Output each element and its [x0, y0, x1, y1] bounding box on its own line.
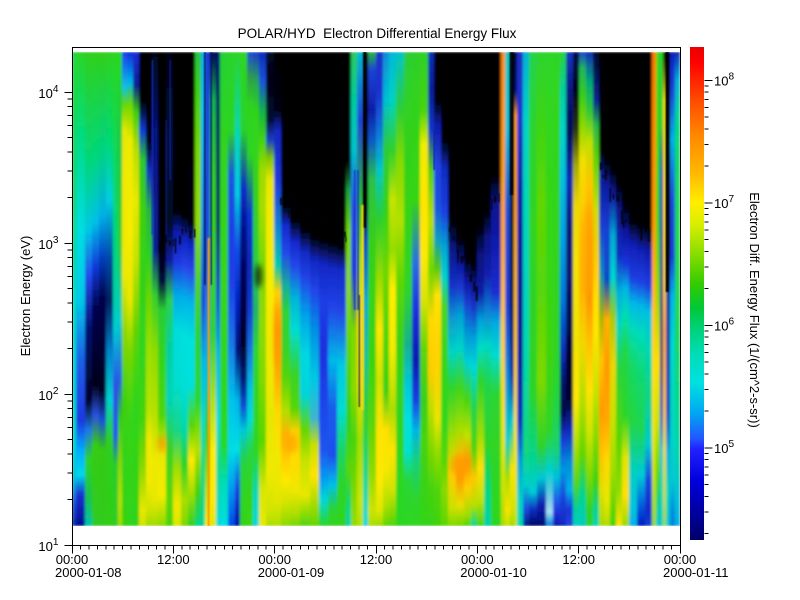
- svg-text:00:00: 00:00: [258, 552, 291, 567]
- svg-text:2000-01-09: 2000-01-09: [258, 565, 325, 580]
- svg-text:12:00: 12:00: [157, 552, 190, 567]
- svg-text:Electron Energy (eV): Electron Energy (eV): [18, 236, 33, 357]
- svg-text:POLAR/HYD Electron Differenti: POLAR/HYD Electron Differential Energy F…: [238, 26, 517, 41]
- svg-text:00:00: 00:00: [56, 552, 89, 567]
- svg-text:12:00: 12:00: [360, 552, 393, 567]
- svg-text:00:00: 00:00: [461, 552, 494, 567]
- svg-text:2000-01-11: 2000-01-11: [663, 565, 729, 580]
- svg-text:2000-01-08: 2000-01-08: [55, 565, 122, 580]
- svg-text:00:00: 00:00: [664, 552, 697, 567]
- svg-text:12:00: 12:00: [562, 552, 595, 567]
- svg-text:2000-01-10: 2000-01-10: [460, 565, 527, 580]
- svg-text:Electron Diff. Energy Flux (1/: Electron Diff. Energy Flux (1/(cm^2-s-sr…: [747, 192, 762, 428]
